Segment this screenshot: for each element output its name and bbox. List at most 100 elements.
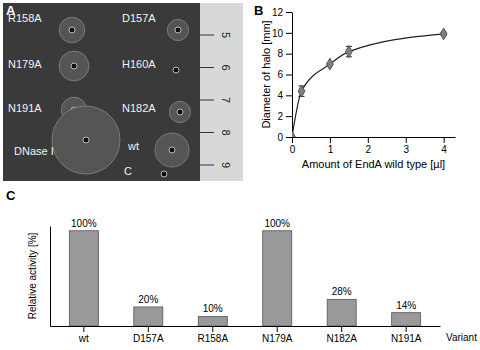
halo — [52, 106, 120, 174]
x-tick-label: R158A — [197, 333, 228, 344]
halo — [155, 133, 189, 167]
halo — [59, 17, 85, 43]
bar — [134, 307, 163, 326]
data-point — [292, 131, 295, 137]
x-tick-label: 3 — [403, 144, 409, 155]
panel-b: 01234024681012Amount of EndA wild type [… — [254, 3, 456, 170]
spot — [173, 67, 179, 73]
x-tick-mark — [406, 137, 407, 143]
x-axis-title: Amount of EndA wild type [µl] — [302, 158, 445, 170]
spot-label: DNase I — [14, 145, 54, 157]
y-tick: 0 — [277, 132, 292, 143]
x-tick-mark — [368, 137, 369, 143]
spot — [69, 27, 75, 33]
panel-title: B — [254, 3, 263, 18]
y-tick-label: 8 — [277, 48, 283, 59]
data-point — [440, 28, 447, 40]
y-axis-line — [50, 227, 51, 327]
x-tick-label: N182A — [326, 333, 357, 344]
x-axis: wt D157A R158A N179A N182A N191A — [51, 326, 441, 344]
y-axis — [50, 227, 51, 327]
x-tick-mark — [341, 326, 342, 332]
y-tick-mark — [286, 12, 292, 13]
x-tick-mark — [330, 137, 331, 143]
data-label: 20% — [138, 294, 158, 305]
y-tick-label: 4 — [277, 90, 283, 101]
y-tick-label: 12 — [272, 7, 284, 18]
y-tick-mark — [286, 75, 292, 76]
x-tick: wt — [78, 326, 89, 344]
y-tick-mark — [286, 116, 292, 117]
x-tick-mark — [292, 137, 293, 143]
x-tick: D157A — [133, 326, 164, 344]
x-tick: N191A — [391, 326, 422, 344]
y-tick: 8 — [277, 48, 292, 59]
x-tick: 1 — [328, 137, 334, 155]
x-tick: N179A — [262, 326, 293, 344]
ruler-tick — [200, 67, 214, 68]
x-tick: 2 — [366, 137, 372, 155]
y-tick: 4 — [277, 90, 292, 101]
y-axis-title: Relative activity [%] — [27, 232, 38, 319]
x-tick: 3 — [403, 137, 409, 155]
ruler-tick — [200, 35, 214, 36]
data-label: 10% — [203, 303, 223, 314]
x-tick: N182A — [326, 326, 357, 344]
spot — [177, 109, 183, 115]
error-bar — [346, 46, 352, 56]
y-tick-mark — [286, 54, 292, 55]
y-axis: 024681012 — [272, 7, 293, 143]
ruler-tick — [200, 165, 214, 166]
spot-label: N191A — [8, 102, 42, 114]
x-tick-label: 2 — [366, 144, 372, 155]
x-tick-label: 4 — [441, 144, 447, 155]
spot — [169, 147, 175, 153]
y-tick-label: 2 — [277, 111, 283, 122]
y-axis-line — [292, 13, 293, 138]
x-tick-mark — [444, 137, 445, 143]
x-tick-mark — [148, 326, 149, 332]
x-tick-label: 0 — [290, 144, 296, 155]
data-label: 100% — [71, 218, 97, 229]
y-tick-mark — [286, 137, 292, 138]
y-tick-mark — [286, 33, 292, 34]
y-axis-title: Diameter of halo [mm] — [260, 20, 272, 128]
x-tick-label: 1 — [328, 144, 334, 155]
spot-label: C — [124, 165, 132, 177]
x-axis-line — [293, 137, 456, 138]
panel-a: 56789R158AD157AN179AH160AN191AN182ADNase… — [3, 3, 243, 181]
ruler-label: 5 — [220, 32, 232, 38]
ruler-label: 7 — [220, 97, 232, 103]
plot-area — [69, 231, 420, 326]
data-point — [327, 58, 334, 70]
halo — [59, 51, 89, 81]
y-tick: 2 — [277, 111, 292, 122]
halo — [167, 19, 188, 40]
error-bar — [298, 86, 304, 96]
panel-title: A — [6, 3, 16, 18]
figure: 56789R158AD157AN179AH160AN191AN182ADNase… — [0, 0, 480, 350]
halo — [169, 101, 190, 122]
spot — [83, 137, 89, 143]
ruler-tick — [200, 100, 214, 101]
x-tick: 4 — [441, 137, 447, 155]
data-point — [298, 85, 305, 97]
spot-label: N182A — [122, 102, 156, 114]
x-tick-mark — [83, 326, 84, 332]
bar — [327, 299, 356, 326]
x-axis: 0 1 2 3 4 — [290, 137, 456, 155]
x-tick-mark — [212, 326, 213, 332]
x-tick-mark — [277, 326, 278, 332]
x-tick-label: N179A — [262, 333, 293, 344]
data-line — [292, 34, 444, 137]
spot — [71, 63, 77, 69]
spot-label: H160A — [122, 58, 156, 70]
data-point — [345, 46, 352, 58]
panel-c: wtD157AR158AN179AN182AN191A100%20%10%100… — [6, 188, 477, 344]
plot-area — [292, 28, 447, 137]
x-tick-label: wt — [78, 333, 89, 344]
spot-label: wt — [127, 140, 139, 152]
ruler-label: 6 — [220, 64, 232, 70]
bar — [69, 231, 98, 326]
ruler-label: 8 — [220, 129, 232, 135]
